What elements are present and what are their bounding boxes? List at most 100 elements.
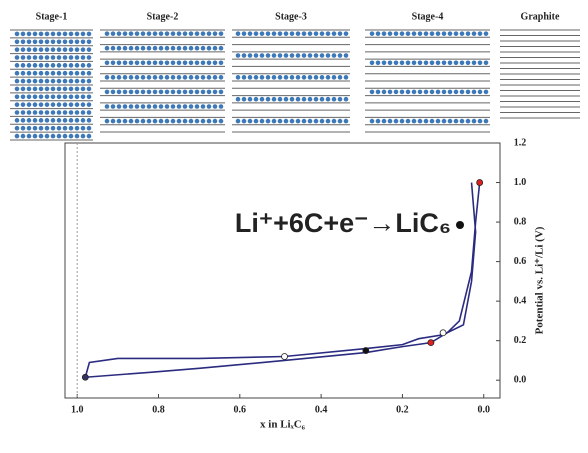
lithium-ion — [152, 60, 158, 66]
lithium-ion — [369, 60, 375, 66]
y-tick-label: 0.8 — [514, 216, 527, 227]
lithium-ion — [50, 47, 56, 52]
lithium-ion — [56, 102, 62, 107]
marker — [476, 179, 484, 186]
lithium-ion — [435, 89, 441, 95]
lithium-ion — [26, 125, 32, 131]
lithium-ion — [44, 55, 50, 60]
lithium-ion — [50, 110, 56, 115]
lithium-ion — [110, 89, 116, 95]
lithium-ion — [104, 60, 110, 66]
lithium-ion — [283, 31, 289, 36]
lithium-ion — [20, 133, 26, 139]
lithium-ion — [44, 70, 50, 76]
lithium-ion — [14, 86, 20, 92]
lithium-ion — [182, 118, 188, 124]
lithium-ion — [405, 31, 411, 36]
lithium-ion — [56, 78, 62, 84]
lithium-ion — [200, 45, 206, 51]
lithium-ion — [423, 118, 429, 124]
lithium-ion — [265, 118, 271, 124]
lithium-ion — [289, 75, 295, 80]
lithium-ion — [38, 86, 44, 92]
lithium-ion — [128, 104, 134, 109]
lithium-ion — [307, 96, 313, 102]
lithium-ion — [289, 53, 295, 58]
lithium-ion — [188, 104, 194, 109]
lithium-ion — [206, 60, 212, 66]
lithium-ion — [158, 104, 164, 109]
lithium-ion — [399, 31, 405, 36]
lithium-ion — [26, 55, 32, 60]
lithium-ion — [134, 75, 140, 80]
lithium-ion — [387, 89, 393, 95]
lithium-ion — [86, 63, 92, 68]
lithium-ion — [247, 96, 253, 102]
lithium-ion — [146, 104, 152, 109]
x-tick-label: 1.0 — [71, 404, 84, 415]
lithium-ion — [50, 133, 56, 139]
lithium-ion — [301, 118, 307, 124]
lithium-ion — [20, 125, 26, 131]
lithium-ion — [74, 102, 80, 107]
lithium-ion — [206, 45, 212, 51]
lithium-ion — [319, 96, 325, 102]
lithium-ion — [200, 104, 206, 109]
y-tick-label: 1.0 — [514, 177, 527, 188]
lithium-ion — [459, 118, 465, 124]
lithium-ion — [80, 63, 86, 68]
lithium-ion — [235, 96, 241, 102]
lithium-ion — [38, 78, 44, 84]
lithium-ion — [435, 60, 441, 66]
lithium-ion — [56, 133, 62, 139]
lithium-ion — [212, 89, 218, 95]
lithium-ion — [176, 31, 182, 36]
lithium-ion — [441, 31, 447, 36]
lithium-ion — [122, 118, 128, 124]
lithium-ion — [86, 110, 92, 115]
lithium-ion — [122, 45, 128, 51]
lithium-ion — [283, 118, 289, 124]
lithium-ion — [80, 110, 86, 115]
lithium-ion — [14, 31, 20, 37]
lithium-ion — [283, 53, 289, 58]
lithium-ion — [307, 75, 313, 80]
lithium-ion — [235, 75, 241, 80]
lithium-ion — [212, 60, 218, 66]
lithium-ion — [68, 70, 74, 76]
lithium-ion — [337, 118, 343, 124]
lithium-ion — [176, 45, 182, 51]
lithium-ion — [375, 89, 381, 95]
lithium-ion — [110, 45, 116, 51]
lithium-ion — [50, 63, 56, 68]
lithium-ion — [176, 104, 182, 109]
lithium-ion — [188, 31, 194, 36]
lithium-ion — [170, 118, 176, 124]
lithium-ion — [122, 75, 128, 80]
lithium-ion — [343, 118, 349, 124]
lithium-ion — [38, 39, 44, 45]
lithium-ion — [140, 31, 146, 36]
lithium-ion — [14, 39, 20, 45]
lithium-ion — [50, 39, 56, 45]
lithium-ion — [62, 125, 68, 131]
lithium-ion — [301, 96, 307, 102]
lithium-ion — [369, 118, 375, 124]
lithium-ion — [56, 47, 62, 52]
lithium-ion — [417, 31, 423, 36]
lithium-ion — [62, 78, 68, 84]
lithium-ion — [56, 125, 62, 131]
lithium-ion — [80, 55, 86, 60]
lithium-ion — [200, 60, 206, 66]
lithium-ion — [200, 89, 206, 95]
lithium-ion — [182, 60, 188, 66]
lithium-ion — [158, 75, 164, 80]
lithium-ion — [393, 118, 399, 124]
lithium-ion — [74, 55, 80, 60]
lithium-ion — [104, 104, 110, 109]
lithium-ion — [38, 133, 44, 139]
lithium-ion — [32, 102, 38, 107]
lithium-ion — [86, 86, 92, 92]
lithium-ion — [20, 39, 26, 45]
lithium-ion — [423, 60, 429, 66]
